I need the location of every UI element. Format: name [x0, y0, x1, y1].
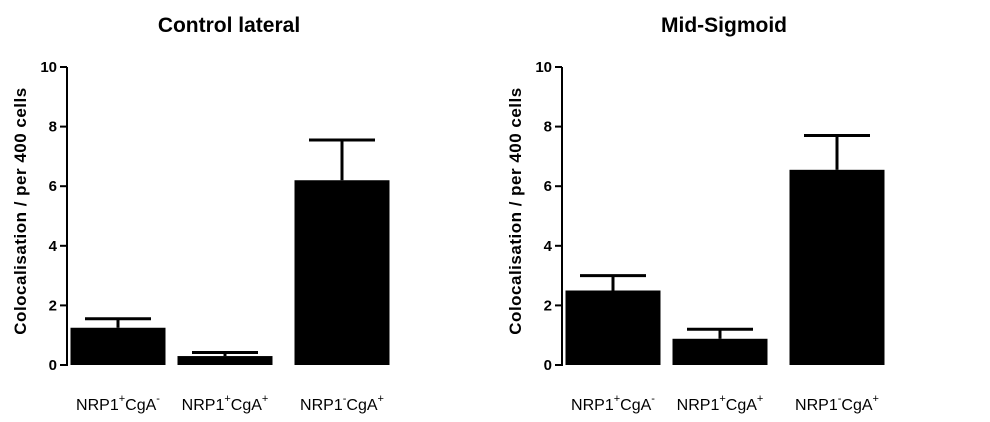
category-text: CgA [346, 397, 377, 414]
chart-mid-sigmoid: Mid-Sigmoid Colocalisation / per 400 cell… [495, 0, 990, 422]
bar [789, 169, 885, 365]
chart-title: Mid-Sigmoid [661, 14, 787, 37]
bar [672, 338, 768, 365]
category-superscript: + [262, 393, 268, 405]
bar [565, 290, 661, 365]
category-text: CgA [841, 397, 872, 414]
x-category-label: NRP1-CgA+ [300, 393, 384, 414]
category-superscript: + [119, 393, 125, 405]
y-tick-label: 0 [49, 357, 57, 374]
y-tick-label: 8 [544, 119, 552, 136]
category-text: CgA [231, 397, 262, 414]
category-text: NRP1 [571, 397, 614, 414]
category-superscript: + [224, 393, 230, 405]
y-axis-label: Colocalisation / per 400 cells [11, 87, 30, 334]
category-text: NRP1 [76, 397, 119, 414]
category-superscript: - [343, 393, 347, 405]
y-tick-label: 4 [49, 238, 58, 255]
y-tick-label: 6 [544, 178, 552, 195]
y-tick-label: 8 [49, 119, 57, 136]
bar [177, 356, 273, 365]
category-text: NRP1 [795, 397, 838, 414]
y-axis-label: Colocalisation / per 400 cells [506, 87, 525, 334]
y-tick-label: 2 [544, 297, 552, 314]
x-category-label: NRP1+CgA- [76, 393, 160, 414]
x-category-label: NRP1-CgA+ [795, 393, 879, 414]
category-text: CgA [620, 397, 651, 414]
category-superscript: + [378, 393, 384, 405]
y-tick-label: 4 [544, 238, 553, 255]
x-category-label: NRP1+CgA- [571, 393, 655, 414]
chart-svg-mid-sigmoid: Mid-Sigmoid Colocalisation / per 400 cell… [506, 14, 885, 414]
category-text: NRP1 [300, 397, 343, 414]
bar [294, 180, 390, 365]
category-text: CgA [726, 397, 757, 414]
bar [70, 327, 166, 365]
category-superscript: + [614, 393, 620, 405]
chart-control-lateral: Control lateral Colocalisation / per 400 … [11, 14, 390, 414]
y-tick-label: 6 [49, 178, 57, 195]
x-category-label: NRP1+CgA+ [182, 393, 269, 414]
y-tick-label: 10 [535, 59, 552, 76]
category-superscript: + [719, 393, 725, 405]
y-tick-label: 0 [544, 357, 552, 374]
y-tick-label: 2 [49, 297, 57, 314]
chart-svg-control-lateral: Control lateral Colocalisation / per 400 … [11, 14, 390, 414]
category-text: NRP1 [182, 397, 225, 414]
category-text: NRP1 [677, 397, 720, 414]
category-superscript: - [651, 393, 655, 405]
y-tick-label: 10 [40, 59, 57, 76]
category-superscript: - [156, 393, 160, 405]
chart-title: Control lateral [158, 14, 300, 37]
category-text: CgA [125, 397, 156, 414]
x-category-label: NRP1+CgA+ [677, 393, 764, 414]
category-superscript: - [838, 393, 842, 405]
category-superscript: + [757, 393, 763, 405]
category-superscript: + [873, 393, 879, 405]
